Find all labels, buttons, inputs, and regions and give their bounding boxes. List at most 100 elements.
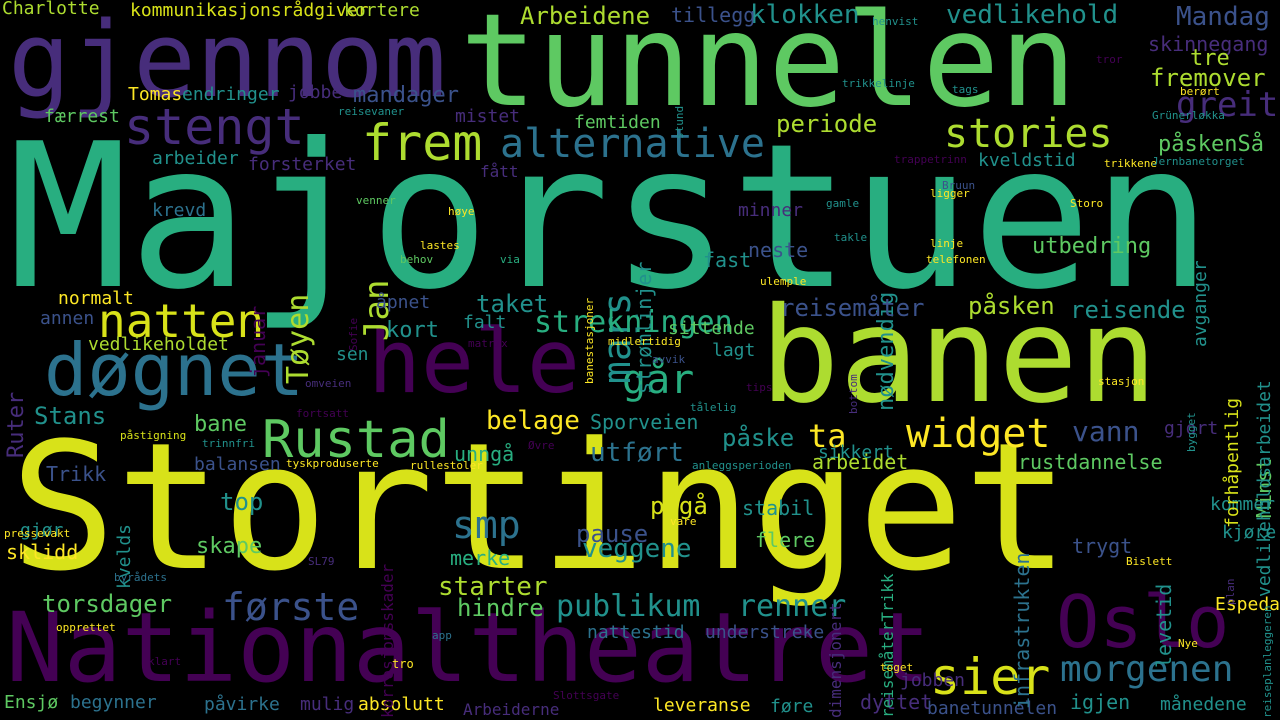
word-merke: merke xyxy=(450,546,511,570)
word-nye: Nye xyxy=(1178,637,1198,650)
word-apnet: åpnet xyxy=(376,292,431,313)
word-ensjo: Ensjø xyxy=(4,692,59,713)
word-utbedring: utbedring xyxy=(1032,234,1152,259)
word-leveranse: leveranse xyxy=(653,695,751,716)
word-januar: januar xyxy=(246,305,270,378)
word-kveldstid: kveldstid xyxy=(978,150,1076,171)
word-frem: frem xyxy=(362,114,483,172)
word-arbeidene: Arbeidene xyxy=(520,2,651,30)
word-tunnelen: tunnelen xyxy=(460,0,1077,136)
word-smp: smp xyxy=(452,503,521,547)
word-pressevakt: pressevakt xyxy=(4,527,71,540)
word-stortinget: Stortinget xyxy=(10,405,1070,610)
word-talelig: tålelig xyxy=(690,401,737,414)
word-bygget: bygget xyxy=(1185,412,1198,452)
word-rustad: Rustad xyxy=(262,410,450,470)
word-veggene: veggene xyxy=(582,534,692,564)
word-bottom: bottom xyxy=(847,374,860,414)
word-skinnegang: skinnegang xyxy=(1148,32,1269,56)
word-trikkene: trikkene xyxy=(1104,157,1157,170)
word-kjore: kjøre xyxy=(1222,522,1277,543)
word-telefonen: telefonen xyxy=(926,253,986,266)
word-trikkelinje: trikkelinje xyxy=(842,77,915,90)
word-matrix: matrix xyxy=(468,337,508,350)
word-neste: neste xyxy=(748,238,809,262)
word-henvist: henvist xyxy=(872,15,919,28)
word-ulemple: ulemple xyxy=(760,275,807,288)
word-stories: stories xyxy=(944,111,1113,157)
word-tips: tips xyxy=(746,381,773,394)
word-tags: tags xyxy=(952,83,979,96)
word-vann: vann xyxy=(1072,415,1140,448)
word-lastes: lastes xyxy=(420,239,460,252)
word-stabil: stabil xyxy=(742,496,815,520)
word-utfort: utført xyxy=(590,438,684,468)
word-tre: tre xyxy=(1190,46,1230,71)
word-renner: renner xyxy=(738,589,847,624)
word-trinnfri: trinnfri xyxy=(202,437,255,450)
word-arbeider: arbeider xyxy=(152,148,239,169)
word-publikum: publikum xyxy=(556,589,701,624)
word-korrosjonsskader: korrosjonsskader xyxy=(378,563,397,718)
word-paske: påske xyxy=(722,424,795,452)
word-jobben: jobben xyxy=(900,670,966,691)
word-banen: banen xyxy=(760,279,1158,433)
word-kort: kort xyxy=(386,318,439,343)
word-pasken: påsken xyxy=(968,292,1055,320)
word-banestasjoner: banestasjoner xyxy=(583,297,596,384)
word-via: via xyxy=(500,253,520,266)
word-fremover: fremover xyxy=(1150,64,1266,92)
word-endringer: endringer xyxy=(182,84,280,105)
word-dyttet: dyttet xyxy=(860,690,933,714)
word-arbeidet: arbeidet xyxy=(812,450,909,474)
word-byradets: byrådets xyxy=(114,571,167,584)
word-understreke: understreke xyxy=(705,622,825,643)
word-slottsgate: Slottsgate xyxy=(553,689,620,702)
word-normalt: normalt xyxy=(58,288,134,309)
word-natten: natten xyxy=(98,294,265,348)
word-klokken: klokken xyxy=(750,0,860,30)
word-jobbe: jobbe xyxy=(288,82,343,103)
word-alternative: alternative xyxy=(500,121,765,167)
word-begynner: begynner xyxy=(70,692,157,713)
word-ta: ta xyxy=(808,417,847,455)
word-lagt: lagt xyxy=(712,340,756,361)
word-infrastrukten: infrastrukten xyxy=(1010,552,1034,709)
word-tillegg: tillegg xyxy=(671,3,756,27)
word-berort: berørt xyxy=(1180,85,1220,98)
word-tror: tror xyxy=(1096,53,1123,66)
word-absolutt: absolutt xyxy=(358,694,445,715)
word-toyen: Tøyen xyxy=(281,293,316,384)
word-manedene: månedene xyxy=(1160,694,1247,715)
word-mandager: mandager xyxy=(353,83,459,108)
word-fast: fast xyxy=(703,248,752,272)
word-behov: behov xyxy=(400,253,434,266)
word-paga: pågå xyxy=(650,492,708,520)
word-gamle: gamle xyxy=(826,197,860,210)
word-unnga: unngå xyxy=(454,442,515,466)
word-trygt: trygt xyxy=(1072,534,1133,558)
word-stund: stund xyxy=(673,105,686,139)
word-hoye: høye xyxy=(448,205,475,218)
word-majorstuen: Majorstuen xyxy=(8,101,1213,334)
word-kortere: kortere xyxy=(344,0,420,21)
word-hindre: hindre xyxy=(457,594,544,622)
word-pavirke: påvirke xyxy=(204,694,280,715)
word-charlotte: Charlotte xyxy=(2,0,100,19)
word-sen: sen xyxy=(336,344,369,365)
word-gjor: gjør xyxy=(20,520,64,541)
word-jernbanetorget: Jernbanetorget xyxy=(1152,155,1245,168)
word-forste: første xyxy=(222,585,360,629)
word-anleggsperioden: anleggsperioden xyxy=(692,459,792,472)
word-trappetrinn: trappetrinn xyxy=(894,153,967,166)
word-forsterket: forsterket xyxy=(248,154,357,175)
word-greit: greit xyxy=(1176,85,1279,125)
word-tro: tro xyxy=(392,657,414,671)
word-arbeiderne: Arbeiderne xyxy=(463,700,560,719)
word-kommunikasjon: kommunikasjonsrådgiver xyxy=(130,0,369,21)
word-annen: annen xyxy=(40,308,95,329)
word-espedal: Espedal xyxy=(1215,594,1280,615)
word-fore: føre xyxy=(770,696,814,717)
word-tyskproduserte: tyskproduserte xyxy=(286,457,379,470)
word-vare: vare xyxy=(670,515,697,528)
